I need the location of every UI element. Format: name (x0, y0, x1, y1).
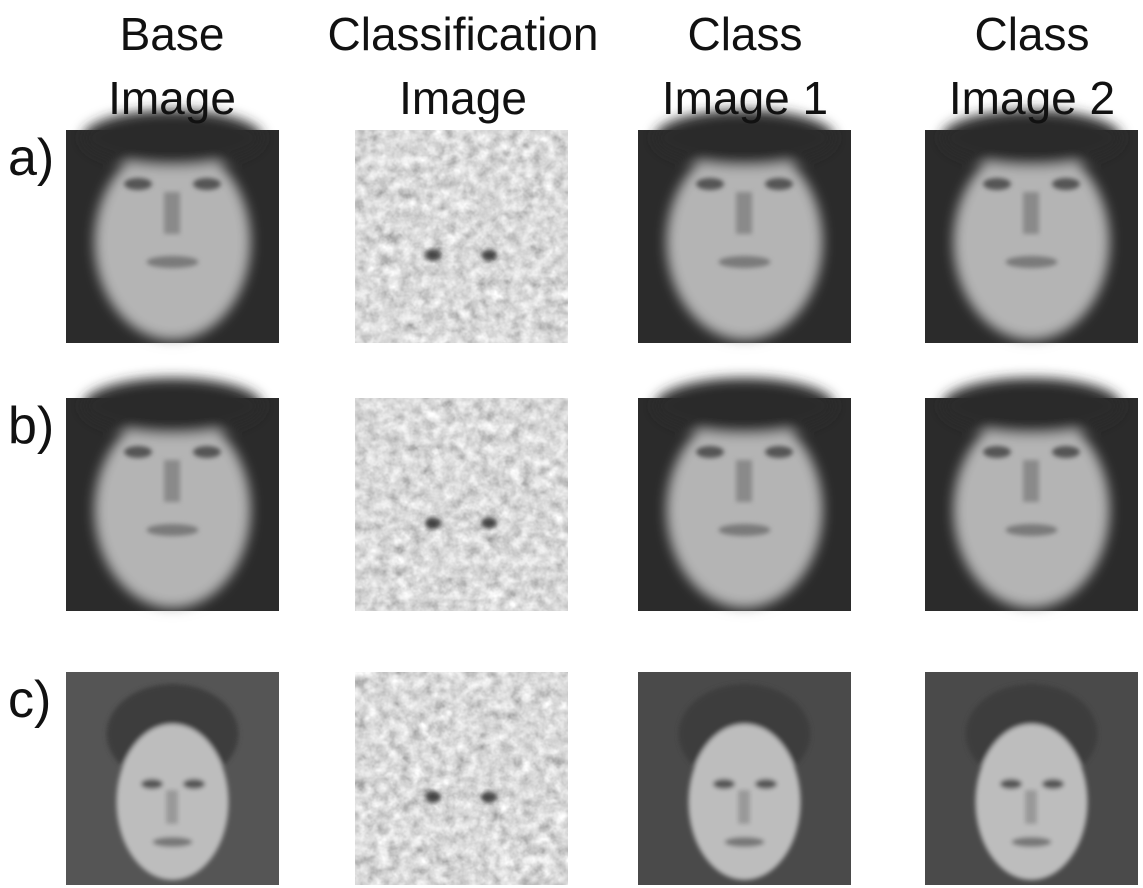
hair (83, 378, 263, 434)
eye (765, 178, 793, 190)
image-cell (66, 672, 279, 885)
nose (164, 460, 180, 502)
column-header: Image 2 (949, 72, 1115, 124)
mouth (1012, 837, 1052, 847)
column-header: Base (120, 8, 225, 60)
image-cell (638, 378, 851, 611)
face-shape (954, 412, 1110, 608)
column-header: Class (687, 8, 802, 60)
face-shape (95, 412, 251, 608)
eye (124, 178, 152, 190)
face-shape (667, 412, 823, 608)
eye (696, 446, 724, 458)
mouth (1006, 524, 1058, 536)
image-cell (925, 672, 1138, 885)
image-cell (66, 378, 279, 611)
column-header: Image 1 (662, 72, 828, 124)
row-label: b) (8, 397, 54, 455)
eye (183, 779, 205, 789)
row-label: c) (8, 671, 51, 729)
hair (655, 378, 835, 434)
classification-noise (355, 398, 568, 611)
image-cell (925, 378, 1138, 611)
mouth (1006, 256, 1058, 268)
nose (1025, 790, 1037, 824)
hair (942, 378, 1122, 434)
image-cell (355, 398, 568, 611)
face-shape (667, 144, 823, 340)
dark-spot (425, 791, 441, 803)
image-cell (638, 110, 851, 343)
nose (1023, 192, 1039, 234)
image-cell (355, 672, 568, 885)
image-cell (925, 110, 1138, 343)
dark-spot (481, 791, 497, 803)
nose (164, 192, 180, 234)
eye (193, 446, 221, 458)
mouth (719, 256, 771, 268)
dark-spot (481, 517, 497, 529)
eye (713, 779, 735, 789)
eye (983, 178, 1011, 190)
eye (1000, 779, 1022, 789)
eye (755, 779, 777, 789)
mouth (719, 524, 771, 536)
eye (1042, 779, 1064, 789)
eye (1052, 178, 1080, 190)
classification-noise (355, 672, 568, 885)
image-cell (355, 130, 568, 343)
face-shape (95, 144, 251, 340)
eye (696, 178, 724, 190)
nose (738, 790, 750, 824)
figure: Base Image Classification Image Class Image 1… (0, 0, 1143, 888)
eye (141, 779, 163, 789)
image-grid (66, 110, 1138, 885)
eye (765, 446, 793, 458)
column-header: Image (108, 72, 236, 124)
mouth (725, 837, 765, 847)
mouth (147, 256, 199, 268)
classification-noise (355, 130, 568, 343)
column-header: Classification (328, 8, 599, 60)
image-cell (638, 672, 851, 885)
nose (1023, 460, 1039, 502)
nose (166, 790, 178, 824)
dark-spot (481, 249, 497, 261)
eye (1052, 446, 1080, 458)
eye (983, 446, 1011, 458)
nose (736, 192, 752, 234)
eye (124, 446, 152, 458)
column-header: Class (974, 8, 1089, 60)
column-header: Image (399, 72, 527, 124)
eye (193, 178, 221, 190)
mouth (147, 524, 199, 536)
image-cell (66, 110, 279, 343)
dark-spot (425, 517, 441, 529)
nose (736, 460, 752, 502)
mouth (153, 837, 193, 847)
face-shape (954, 144, 1110, 340)
row-label: a) (8, 129, 54, 187)
dark-spot (425, 249, 441, 261)
